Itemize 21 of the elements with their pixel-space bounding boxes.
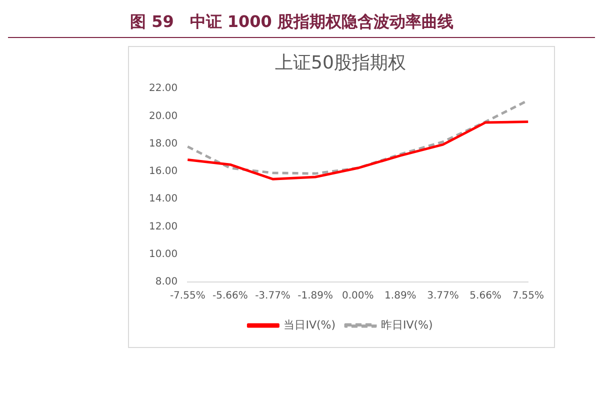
chart-title: 图 59 中证 1000 股指期权隐含波动率曲线 [8,8,595,38]
y-tick-label: 8.00 [155,276,178,288]
x-tick-label: 5.66% [470,290,502,302]
y-tick-label: 12.00 [148,221,178,232]
x-tick-label: 3.77% [427,290,459,302]
y-tick-label: 16.00 [148,166,178,178]
x-tick-label: 7.55% [512,290,544,302]
x-tick-label: -7.55% [170,290,206,302]
y-tick-label: 18.00 [148,138,178,150]
y-tick-label: 22.00 [148,83,178,94]
y-tick-label: 20.00 [148,110,178,122]
chart-subtitle: 上证50股指期权 [275,52,406,74]
x-tick-label: -1.89% [298,290,334,302]
y-tick-label: 10.00 [148,248,178,260]
x-tick-label: -5.66% [212,290,248,302]
x-tick-label: -3.77% [255,290,290,302]
legend-label: 当日IV(%) [284,318,336,332]
y-tick-label: 14.00 [148,194,178,205]
x-tick-label: 0.00% [342,290,374,302]
legend-label: 昨日IV(%) [381,318,433,332]
x-tick-label: 1.89% [384,290,416,302]
